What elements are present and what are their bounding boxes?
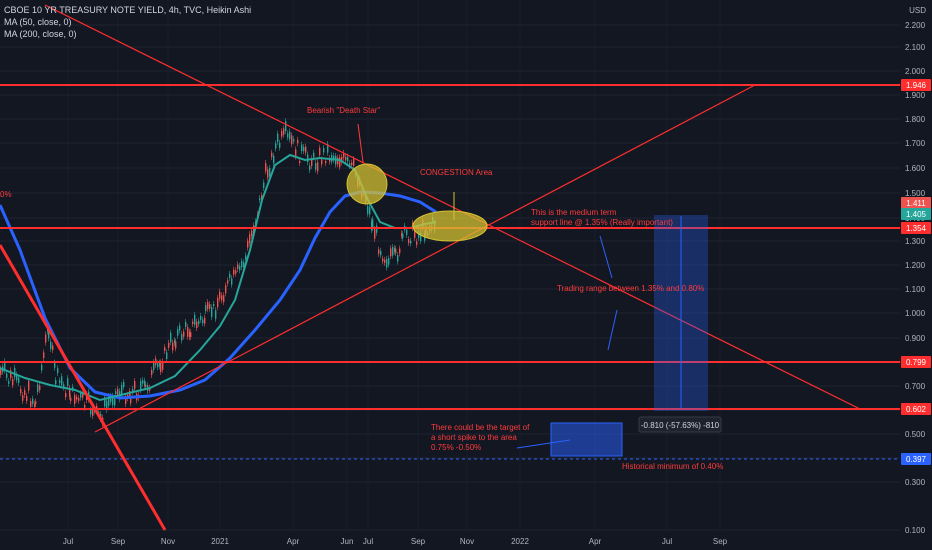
congestion-ellipse[interactable] bbox=[412, 210, 488, 242]
price-badge bbox=[901, 453, 931, 465]
time-tick: Jul bbox=[363, 537, 373, 546]
time-tick: Sep bbox=[713, 537, 728, 546]
price-badge bbox=[901, 356, 931, 368]
time-tick: Jul bbox=[662, 537, 672, 546]
price-tick: 1.300 bbox=[905, 237, 926, 246]
price-badge-label: 0.602 bbox=[906, 405, 927, 414]
spike-text-2: a short spike to the area bbox=[431, 433, 517, 442]
legend-ma200: MA (200, close, 0) bbox=[4, 29, 77, 39]
chart-legend: CBOE 10 YR TREASURY NOTE YIELD, 4h, TVC,… bbox=[4, 4, 251, 40]
price-badge-label: 1.411 bbox=[906, 199, 926, 208]
grid bbox=[0, 24, 900, 531]
time-tick: Nov bbox=[161, 537, 175, 546]
price-badge-label: 1.354 bbox=[906, 224, 927, 233]
time-tick: 2021 bbox=[211, 537, 229, 546]
steep-trendline[interactable] bbox=[0, 244, 167, 531]
time-tick: Nov bbox=[460, 537, 474, 546]
time-tick: Sep bbox=[411, 537, 426, 546]
legend-title: CBOE 10 YR TREASURY NOTE YIELD, 4h, TVC,… bbox=[4, 5, 252, 15]
price-tick: 1.600 bbox=[905, 164, 926, 173]
historical-min-text: Historical minimum of 0.40% bbox=[622, 462, 723, 471]
time-tick: Sep bbox=[111, 537, 126, 546]
spike-text-3: 0.75% -0.50% bbox=[431, 443, 481, 452]
ma50-line bbox=[0, 153, 437, 402]
price-tick: 0.500 bbox=[905, 430, 926, 439]
price-badge-label: 0.397 bbox=[906, 455, 927, 464]
time-tick: Jun bbox=[341, 537, 354, 546]
legend-ma50: MA (50, close, 0) bbox=[4, 17, 72, 27]
price-tick: 1.500 bbox=[905, 189, 926, 198]
death-star-ellipse[interactable] bbox=[346, 163, 388, 205]
price-tick: 1.100 bbox=[905, 285, 926, 294]
death-star-arrow bbox=[357, 123, 364, 163]
price-tick: 0.100 bbox=[905, 526, 926, 535]
price-tick: 1.700 bbox=[905, 139, 926, 148]
trading-range-arrow-up bbox=[599, 235, 613, 279]
price-tick: 2.200 bbox=[905, 21, 926, 30]
price-badge-label: 0.799 bbox=[906, 358, 927, 367]
spike-target-box[interactable] bbox=[550, 422, 623, 457]
congestion-text: CONGESTION Area bbox=[420, 168, 493, 177]
currency-label: USD bbox=[909, 6, 926, 15]
time-tick: Apr bbox=[589, 537, 602, 546]
trading-range-arrow-down bbox=[607, 309, 618, 351]
upper-trendline[interactable] bbox=[44, 4, 861, 410]
price-tick: 2.000 bbox=[905, 67, 926, 76]
price-tick: 1.000 bbox=[905, 309, 926, 318]
measure-label: -0.810 (-57.63%) -810 bbox=[641, 421, 720, 430]
price-tick: 2.100 bbox=[905, 43, 926, 52]
medium-term-text-2: support line @ 1.35% (Really important) bbox=[531, 218, 673, 227]
price-badges: 1.946 1.411 1.405 1.354 0.799 0.602 0.397 bbox=[901, 79, 931, 465]
price-axis[interactable]: 2.200 2.100 2.000 1.900 1.800 1.700 1.600 1.500… bbox=[905, 21, 926, 535]
price-badge-label: 1.946 bbox=[906, 81, 927, 90]
time-tick: Apr bbox=[287, 537, 300, 546]
trading-range-text: Trading range between 1.35% and 0.80% bbox=[557, 284, 704, 293]
left-edge-label: 0% bbox=[0, 190, 12, 199]
price-badge bbox=[901, 197, 931, 209]
price-tick: 1.900 bbox=[905, 91, 926, 100]
price-badge bbox=[901, 403, 931, 415]
price-badge-label: 1.405 bbox=[906, 210, 927, 219]
time-tick: Jul bbox=[63, 537, 73, 546]
price-badge bbox=[901, 208, 931, 220]
price-badge bbox=[901, 79, 931, 91]
price-tick: 0.300 bbox=[905, 478, 926, 487]
price-tick: 0.700 bbox=[905, 382, 926, 391]
measure-label-bg bbox=[638, 416, 722, 433]
death-star-text: Bearish "Death Star" bbox=[307, 106, 380, 115]
time-tick: 2022 bbox=[511, 537, 529, 546]
lower-trendline[interactable] bbox=[94, 84, 756, 433]
spike-text-1: There could be the target of bbox=[431, 423, 530, 432]
price-tick: 1.800 bbox=[905, 115, 926, 124]
price-tick: 0.900 bbox=[905, 334, 926, 343]
price-tick: 1.200 bbox=[905, 261, 926, 270]
price-badge bbox=[901, 222, 931, 234]
medium-term-text-1: This is the medium term bbox=[531, 208, 617, 217]
time-axis[interactable]: Jul Sep Nov 2021 Apr Jun Jul Sep Nov 2022 Apr Jul Se… bbox=[63, 537, 728, 546]
